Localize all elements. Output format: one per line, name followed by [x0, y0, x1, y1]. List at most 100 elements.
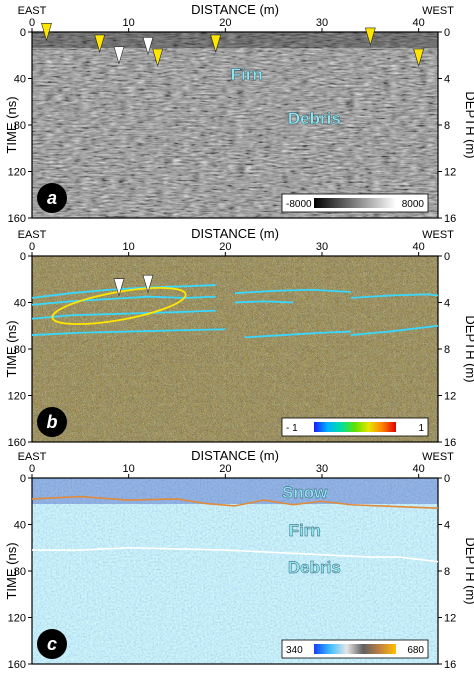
x-tick-label: 40	[413, 463, 425, 475]
x-axis-title: DISTANCE (m)	[191, 448, 279, 463]
east-label: EAST	[18, 5, 47, 17]
snow-band	[32, 478, 438, 504]
colorbar-ramp	[314, 644, 396, 654]
depth-tick-label: 0	[444, 473, 450, 485]
annotation-label: Debris	[288, 558, 341, 577]
depth-tick-label: 12	[444, 391, 456, 403]
x-tick-label: 40	[413, 241, 425, 253]
west-label: WEST	[422, 5, 454, 17]
depth-tick-label: 16	[444, 437, 456, 449]
x-tick-label: 30	[316, 17, 328, 29]
x-tick-label: 10	[123, 17, 135, 29]
depth-tick-label: 4	[444, 74, 450, 86]
panel-letter-badge	[37, 407, 67, 437]
x-axis-title: DISTANCE (m)	[191, 226, 279, 241]
panel-letter: b	[47, 412, 58, 432]
colorbar-min: 340	[286, 645, 303, 656]
depth-tick-label: 8	[444, 344, 450, 356]
colorbar-min: -8000	[286, 199, 312, 210]
time-tick-label: 160	[8, 659, 26, 671]
picked-horizon	[31, 284, 216, 299]
x-tick-label: 10	[123, 463, 135, 475]
x-tick-label: 0	[29, 241, 35, 253]
picked-horizon	[350, 324, 439, 336]
east-label: EAST	[18, 229, 47, 241]
time-tick-label: 0	[20, 251, 26, 263]
yellow-marker	[41, 23, 52, 42]
x-tick-label: 30	[316, 241, 328, 253]
yellow-marker	[94, 34, 106, 54]
picked-horizon	[31, 295, 216, 306]
time-tick-label: 120	[8, 391, 26, 403]
yellow-marker	[152, 48, 164, 67]
x-axis-title: DISTANCE (m)	[191, 2, 279, 17]
picked-horizon	[234, 300, 294, 304]
depth-tick-label: 4	[444, 520, 450, 532]
picked-horizon	[234, 288, 352, 295]
yellow-marker	[413, 48, 425, 67]
depth-tick-label: 0	[444, 251, 450, 263]
depth-axis-title: DEPTH (m)	[463, 315, 474, 382]
west-label: WEST	[422, 229, 454, 241]
depth-tick-label: 8	[444, 120, 450, 132]
depth-axis-title: DEPTH (m)	[463, 91, 474, 158]
radargram-texture	[32, 32, 438, 218]
panel-letter: c	[47, 634, 57, 654]
picked-horizon	[244, 330, 352, 339]
time-tick-label: 0	[20, 473, 26, 485]
yellow-marker	[364, 27, 376, 47]
depth-tick-label: 0	[444, 27, 450, 39]
time-tick-label: 40	[14, 520, 26, 532]
east-label: EAST	[18, 451, 47, 463]
snow-firn-boundary	[31, 495, 439, 510]
white-marker	[113, 278, 125, 297]
time-tick-label: 160	[8, 213, 26, 225]
time-axis-title: TIME (ns)	[4, 96, 19, 153]
time-tick-label: 120	[8, 613, 26, 625]
panel-letter: a	[47, 188, 57, 208]
colorbar-min: - 1	[286, 423, 298, 434]
colorbar-max: 8000	[402, 199, 425, 210]
depth-tick-label: 12	[444, 613, 456, 625]
highlight-ellipse	[51, 287, 187, 325]
x-tick-label: 40	[413, 17, 425, 29]
yellow-marker	[210, 34, 222, 54]
time-tick-label: 0	[20, 27, 26, 39]
radargram-texture	[32, 478, 438, 664]
white-marker	[142, 36, 154, 56]
panel-letter-badge	[37, 183, 67, 213]
depth-axis-title: DEPTH (m)	[463, 537, 474, 604]
annotation-label: Firn	[231, 65, 263, 84]
firn-debris-boundary	[32, 546, 439, 563]
time-tick-label: 40	[14, 74, 26, 86]
west-label: WEST	[422, 451, 454, 463]
x-tick-label: 0	[29, 17, 35, 29]
x-tick-label: 0	[29, 463, 35, 475]
time-tick-label: 40	[14, 298, 26, 310]
picked-horizon	[31, 309, 216, 320]
time-tick-label: 80	[14, 566, 26, 578]
depth-tick-label: 16	[444, 213, 456, 225]
panel-letter-badge	[37, 629, 67, 659]
colorbar-max: 680	[407, 645, 424, 656]
x-tick-label: 10	[123, 241, 135, 253]
colorbar-ramp	[314, 422, 396, 432]
depth-tick-label: 16	[444, 659, 456, 671]
x-tick-label: 30	[316, 463, 328, 475]
x-tick-label: 20	[219, 17, 231, 29]
white-marker	[142, 274, 154, 294]
annotation-label: Snow	[282, 483, 328, 502]
x-tick-label: 20	[219, 463, 231, 475]
white-marker	[113, 46, 125, 65]
depth-tick-label: 4	[444, 298, 450, 310]
radargram-texture	[32, 256, 438, 442]
x-tick-label: 20	[219, 241, 231, 253]
picked-horizon	[31, 328, 226, 336]
time-tick-label: 160	[8, 437, 26, 449]
picked-horizon	[350, 293, 439, 299]
time-tick-label: 80	[14, 344, 26, 356]
